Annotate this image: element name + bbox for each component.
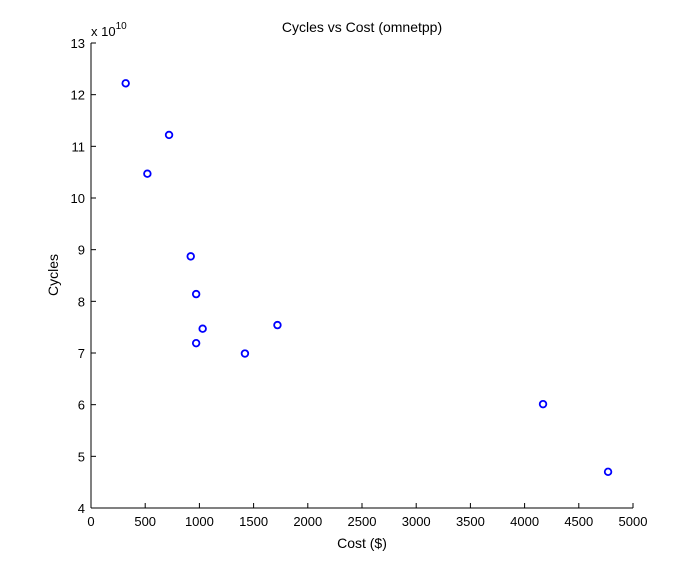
x-tick-label: 3000 <box>402 514 431 529</box>
data-point <box>191 338 201 348</box>
x-tick-label: 4000 <box>510 514 539 529</box>
y-tick-label: 7 <box>78 346 85 361</box>
y-axis-multiplier-base: x 10 <box>91 24 116 39</box>
chart-title: Cycles vs Cost (omnetpp) <box>282 19 442 35</box>
data-point <box>603 467 613 477</box>
y-tick-label: 4 <box>78 501 85 516</box>
data-point <box>191 289 201 299</box>
y-tick-label: 13 <box>71 36 85 51</box>
data-point <box>240 349 250 358</box>
x-tick-label: 1500 <box>239 514 268 529</box>
x-tick-label: 3500 <box>456 514 485 529</box>
data-point <box>198 324 207 333</box>
y-tick-label: 8 <box>78 294 85 309</box>
y-axis-label: Cycles <box>45 254 61 296</box>
data-point <box>143 169 152 178</box>
plot-area <box>91 43 633 508</box>
data-point <box>186 252 195 261</box>
x-tick-label: 2500 <box>348 514 377 529</box>
y-tick-label: 5 <box>78 449 85 464</box>
y-tick-label: 12 <box>71 88 85 103</box>
x-tick-label: 4500 <box>564 514 593 529</box>
y-tick-label: 10 <box>71 191 85 206</box>
y-axis-ticks: 4 5 6 7 8 9 10 11 12 13 <box>71 36 96 516</box>
x-axis-label: Cost ($) <box>337 535 387 551</box>
data-point <box>538 399 548 409</box>
data-point <box>273 320 282 330</box>
y-tick-label: 11 <box>72 139 86 154</box>
data-point <box>121 79 130 88</box>
y-tick-label: 9 <box>78 243 85 258</box>
y-axis-multiplier-exponent: 10 <box>116 21 128 32</box>
x-tick-label: 2000 <box>293 514 322 529</box>
x-tick-label: 1000 <box>185 514 214 529</box>
x-axis-ticks: 0 500 1000 1500 2000 2500 3000 3500 4000 4500 5000 <box>87 503 647 529</box>
x-tick-label: 0 <box>87 514 94 529</box>
y-tick-label: 6 <box>78 398 85 413</box>
x-tick-label: 5000 <box>619 514 648 529</box>
y-axis-multiplier: x 1010 <box>91 21 127 39</box>
x-tick-label: 500 <box>134 514 156 529</box>
data-point <box>164 130 174 140</box>
data-points <box>121 79 613 477</box>
